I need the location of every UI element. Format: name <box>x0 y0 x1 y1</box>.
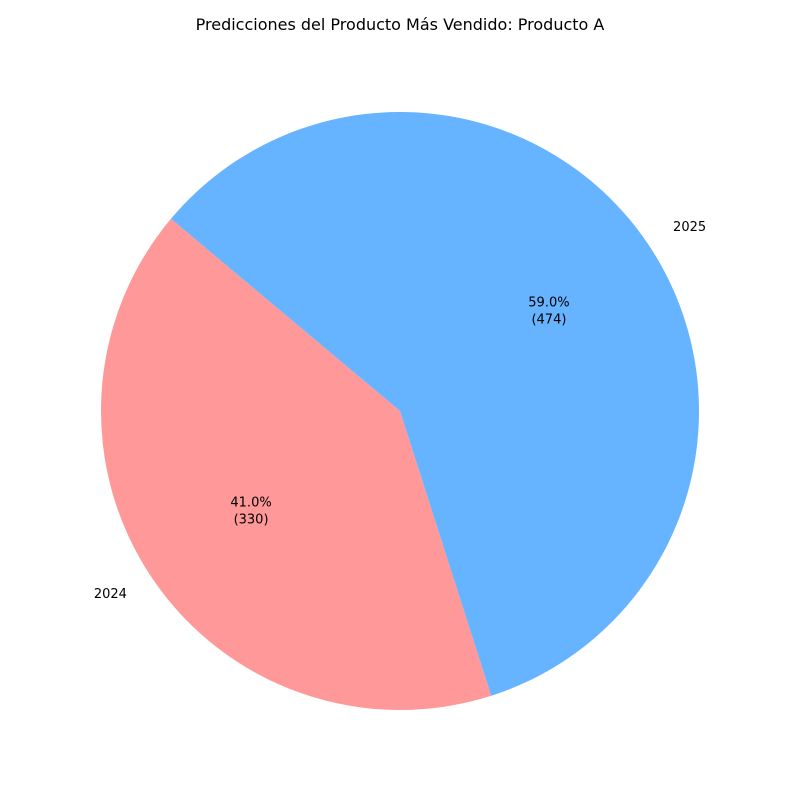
category-label-2024: 2024 <box>94 587 127 602</box>
pie-slice-2025 <box>170 111 700 696</box>
pie-labels: 2024 41.0% (330) 2025 59.0% (474) <box>94 220 706 602</box>
pie-slices <box>101 111 700 710</box>
pie-slice-2024 <box>101 218 492 710</box>
chart-title: Predicciones del Producto Más Vendido: P… <box>196 15 605 34</box>
value-label-2024: (330) <box>234 513 269 528</box>
percent-label-2025: 59.0% <box>528 295 569 310</box>
value-label-2025: (474) <box>531 312 566 327</box>
percent-label-2024: 41.0% <box>230 496 271 511</box>
category-label-2025: 2025 <box>673 220 706 235</box>
